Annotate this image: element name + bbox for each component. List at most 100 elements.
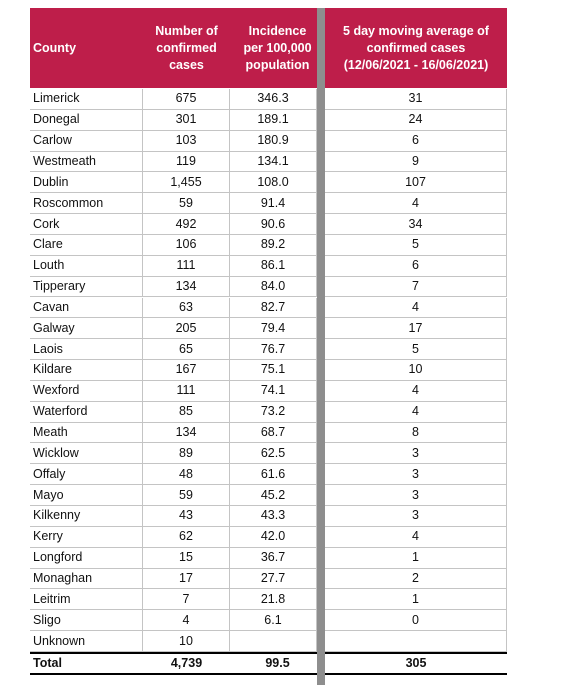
- table-cell: 4: [325, 297, 507, 319]
- table-cell: 6.1: [230, 610, 317, 632]
- total-cell: Total: [30, 651, 143, 675]
- table-cell: 3: [325, 443, 507, 465]
- total-cell: 99.5: [230, 651, 325, 675]
- table-cell: 73.2: [230, 401, 317, 423]
- table-cell: 4: [325, 401, 507, 423]
- table-cell: 10: [143, 631, 230, 652]
- table-cell: 45.2: [230, 485, 317, 506]
- table-cell: 119: [143, 151, 230, 173]
- table-cell: 89.2: [230, 234, 317, 256]
- table-cell: 9: [325, 151, 507, 173]
- table-cell: 42.0: [230, 526, 317, 548]
- table-cell: Wicklow: [30, 443, 143, 465]
- table-cell: 17: [325, 318, 507, 340]
- table-cell: 62.5: [230, 443, 317, 465]
- table-cell: Dublin: [30, 172, 143, 194]
- table-cell: 59: [143, 485, 230, 506]
- table-cell: 36.7: [230, 547, 317, 569]
- table-cell: 4: [325, 380, 507, 402]
- table-cell: Louth: [30, 255, 143, 277]
- table-cell: 189.1: [230, 109, 317, 131]
- table-cell: Clare: [30, 234, 143, 256]
- table-cell: 4: [143, 610, 230, 632]
- table-cell: 675: [143, 89, 230, 110]
- table-cell: 111: [143, 255, 230, 277]
- table-cell: 111: [143, 380, 230, 402]
- table-cell: 74.1: [230, 380, 317, 402]
- table-cell: 301: [143, 109, 230, 131]
- table-cell: 34: [325, 214, 507, 235]
- table-cell: 82.7: [230, 297, 317, 319]
- table-cell: Leitrim: [30, 589, 143, 611]
- table-cell: 84.0: [230, 276, 317, 298]
- table-cell: 17: [143, 568, 230, 590]
- divider: [317, 8, 325, 685]
- table-cell: 167: [143, 360, 230, 381]
- table-cell: 103: [143, 130, 230, 152]
- table-cell: 7: [143, 589, 230, 611]
- table-cell: Wexford: [30, 380, 143, 402]
- table-cell: 492: [143, 214, 230, 235]
- table-cell: 1: [325, 547, 507, 569]
- table-cell: 10: [325, 360, 507, 381]
- table-cell: 7: [325, 276, 507, 298]
- table-cell: 90.6: [230, 214, 317, 235]
- table-cell: 108.0: [230, 172, 317, 194]
- table-cell: 62: [143, 526, 230, 548]
- table-cell: Tipperary: [30, 276, 143, 298]
- table-cell: Sligo: [30, 610, 143, 632]
- table-cell: Galway: [30, 318, 143, 340]
- table-cell: 68.7: [230, 422, 317, 444]
- table-cell: 3: [325, 464, 507, 486]
- table-cell: 75.1: [230, 360, 317, 381]
- table-cell: 5: [325, 339, 507, 361]
- table-cell: 5: [325, 234, 507, 256]
- table-cell: 346.3: [230, 89, 317, 110]
- table-cell: 63: [143, 297, 230, 319]
- table-cell: 61.6: [230, 464, 317, 486]
- table-cell: Longford: [30, 547, 143, 569]
- table-cell: 134.1: [230, 151, 317, 173]
- table-cell: Carlow: [30, 130, 143, 152]
- table-cell: 21.8: [230, 589, 317, 611]
- header-cell: 5 day moving average of confirmed cases …: [325, 8, 507, 88]
- table-cell: 24: [325, 109, 507, 131]
- table-cell: Mayo: [30, 485, 143, 506]
- table-cell: [325, 631, 507, 652]
- table-cell: 85: [143, 401, 230, 423]
- table-cell: 4: [325, 526, 507, 548]
- table-cell: 4: [325, 193, 507, 215]
- table-cell: Donegal: [30, 109, 143, 131]
- table-cell: 134: [143, 276, 230, 298]
- table-cell: 106: [143, 234, 230, 256]
- table-cell: 15: [143, 547, 230, 569]
- table-cell: 107: [325, 172, 507, 194]
- table-cell: 59: [143, 193, 230, 215]
- table-cell: 91.4: [230, 193, 317, 215]
- table-cell: 1: [325, 589, 507, 611]
- table-cell: Offaly: [30, 464, 143, 486]
- header-cell: County: [30, 8, 143, 88]
- table-cell: 6: [325, 255, 507, 277]
- table-cell: 86.1: [230, 255, 317, 277]
- table-cell: 48: [143, 464, 230, 486]
- table-cell: 31: [325, 89, 507, 110]
- total-cell: 305: [325, 651, 507, 675]
- table-cell: Kilkenny: [30, 506, 143, 527]
- table-cell: 1,455: [143, 172, 230, 194]
- table-cell: 134: [143, 422, 230, 444]
- header-cell: Number of confirmed cases: [143, 8, 230, 88]
- table-cell: 89: [143, 443, 230, 465]
- table-cell: 79.4: [230, 318, 317, 340]
- table-cell: 180.9: [230, 130, 317, 152]
- table-cell: 3: [325, 506, 507, 527]
- table-cell: Westmeath: [30, 151, 143, 173]
- table-cell: [230, 631, 317, 652]
- table-cell: Waterford: [30, 401, 143, 423]
- table-cell: 27.7: [230, 568, 317, 590]
- table-cell: 0: [325, 610, 507, 632]
- table-cell: 2: [325, 568, 507, 590]
- table-cell: 6: [325, 130, 507, 152]
- table-cell: 8: [325, 422, 507, 444]
- table-cell: Cork: [30, 214, 143, 235]
